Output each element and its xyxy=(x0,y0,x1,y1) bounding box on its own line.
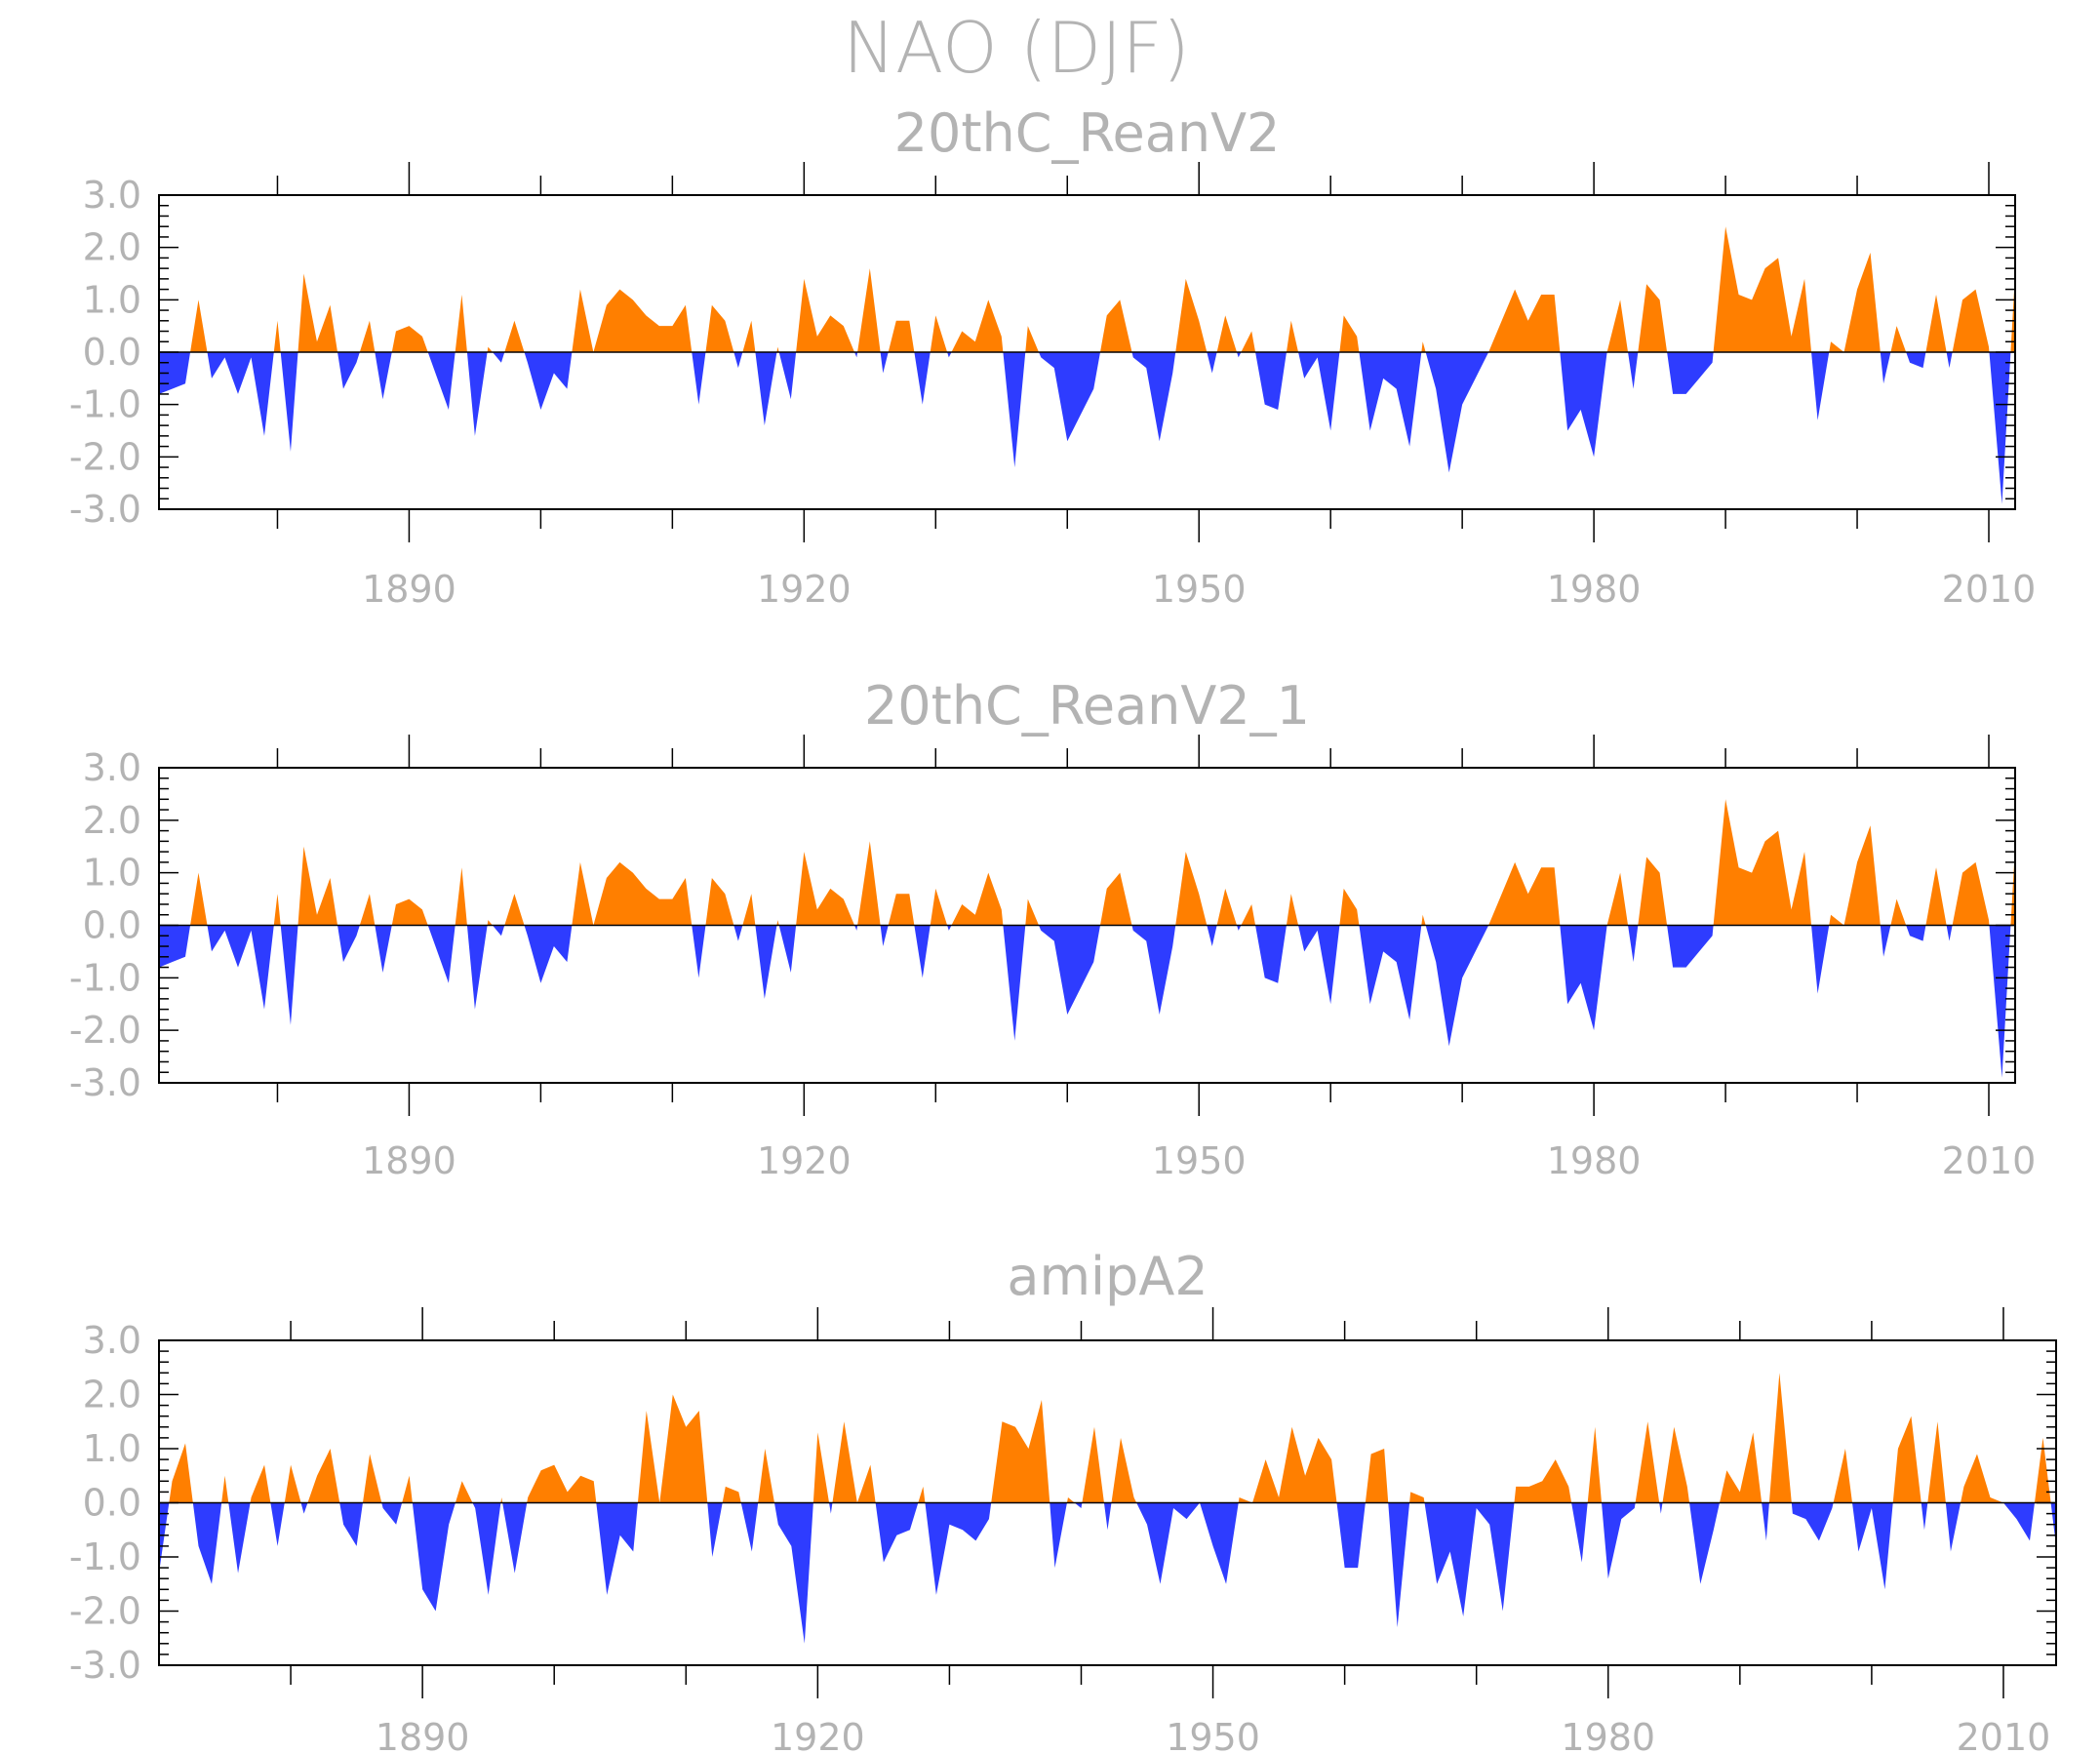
x-tick-label: 2010 xyxy=(1942,568,2037,611)
y-tick-label: -1.0 xyxy=(69,956,141,999)
x-tick-label: 1920 xyxy=(757,1139,852,1182)
x-tick-label: 2010 xyxy=(1942,1139,2037,1182)
x-tick-label: 1950 xyxy=(1152,568,1247,611)
series-positive-area xyxy=(159,799,2015,926)
y-tick-label: 0.0 xyxy=(83,904,141,947)
x-tick-label: 1980 xyxy=(1547,568,1642,611)
x-tick-label: 1980 xyxy=(1561,1716,1655,1754)
x-tick-label: 1890 xyxy=(376,1716,470,1754)
x-tick-label: 1920 xyxy=(757,568,852,611)
y-tick-label: 3.0 xyxy=(83,746,141,789)
panel-title: 20thC_ReanV2_1 xyxy=(864,675,1310,737)
chart-panel-2: 20thC_ReanV2_1 3.0 2.0 1.0 0.0 -1.0 -2.0 -3.0 18… xyxy=(69,675,2037,1182)
x-tick-label: 1890 xyxy=(362,1139,456,1182)
y-tick-label: 1.0 xyxy=(83,278,141,321)
chart-panels: 20thC_ReanV2 3.0 2.0 1.0 0.0 -1.0 -2.0 -3.0 1890… xyxy=(69,102,2057,1754)
series-negative-area xyxy=(159,925,2015,1078)
y-tick-label: -3.0 xyxy=(69,488,141,531)
y-tick-label: -3.0 xyxy=(69,1061,141,1104)
y-tick-label: -2.0 xyxy=(69,435,141,478)
chart-panel-3: amipA2 3.0 2.0 1.0 0.0 -1.0 -2.0 -3.0 1890 1920 19… xyxy=(69,1246,2057,1754)
x-tick-label: 1980 xyxy=(1547,1139,1642,1182)
x-tick-label: 2010 xyxy=(1957,1716,2051,1754)
y-tick-label: 2.0 xyxy=(83,799,141,842)
y-tick-label: 2.0 xyxy=(83,1374,141,1416)
y-tick-label: 3.0 xyxy=(83,1319,141,1362)
y-tick-label: -3.0 xyxy=(69,1644,141,1687)
x-tick-label: 1950 xyxy=(1166,1716,1260,1754)
y-tick-label: 0.0 xyxy=(83,331,141,374)
chart-panel-1: 20thC_ReanV2 3.0 2.0 1.0 0.0 -1.0 -2.0 -3.0 1890… xyxy=(69,102,2037,611)
panel-title: 20thC_ReanV2 xyxy=(894,102,1281,164)
y-tick-label: 0.0 xyxy=(83,1482,141,1525)
y-tick-label: 1.0 xyxy=(83,852,141,895)
series-negative-area xyxy=(159,352,2015,504)
y-tick-label: -2.0 xyxy=(69,1590,141,1633)
series-negative-area xyxy=(159,1502,2056,1644)
y-tick-label: -2.0 xyxy=(69,1009,141,1052)
panel-title: amipA2 xyxy=(1007,1246,1208,1307)
y-tick-label: -1.0 xyxy=(69,383,141,426)
x-tick-label: 1920 xyxy=(771,1716,865,1754)
figure-title: NAO (DJF) xyxy=(843,7,1190,89)
y-tick-label: -1.0 xyxy=(69,1535,141,1578)
y-tick-label: 1.0 xyxy=(83,1427,141,1470)
y-tick-label: 3.0 xyxy=(83,174,141,217)
x-tick-label: 1950 xyxy=(1152,1139,1247,1182)
series-positive-area xyxy=(159,226,2015,352)
y-tick-label: 2.0 xyxy=(83,226,141,269)
x-tick-label: 1890 xyxy=(362,568,456,611)
